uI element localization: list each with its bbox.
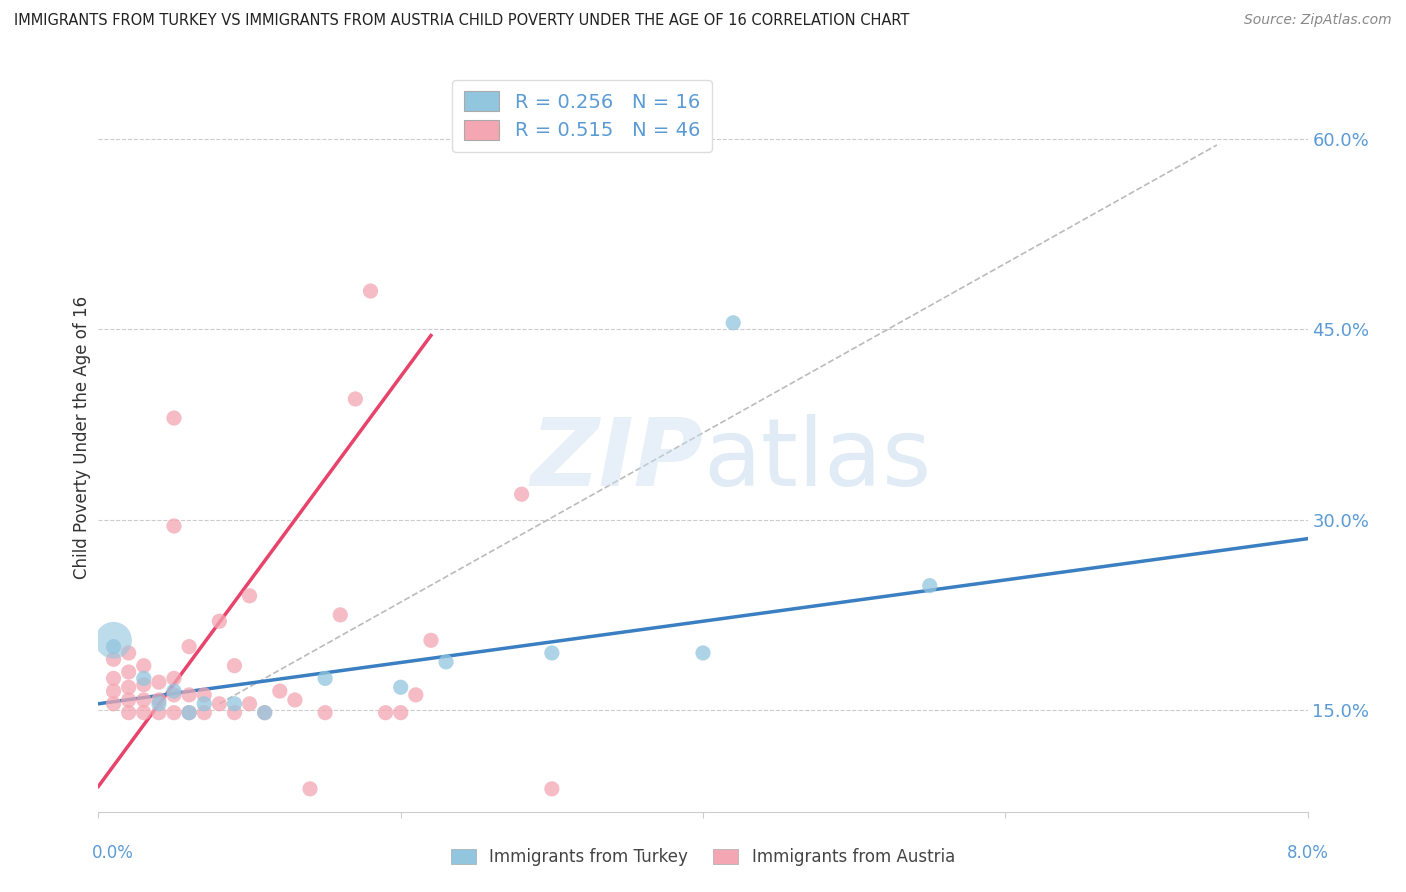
Point	[434, 655, 457, 669]
Point	[224, 706, 246, 720]
Point	[163, 688, 186, 702]
Point	[103, 672, 125, 686]
Point	[253, 706, 276, 720]
Point	[253, 706, 276, 720]
Point	[239, 589, 262, 603]
Point	[314, 672, 336, 686]
Point	[224, 697, 246, 711]
Point	[179, 688, 201, 702]
Point	[103, 640, 125, 654]
Point	[163, 672, 186, 686]
Point	[389, 680, 412, 694]
Point	[1206, 817, 1229, 831]
Point	[118, 693, 141, 707]
Point	[208, 614, 231, 628]
Point	[239, 697, 262, 711]
Point	[148, 693, 170, 707]
Point	[692, 646, 714, 660]
Point	[420, 633, 443, 648]
Point	[344, 392, 367, 406]
Legend: Immigrants from Turkey, Immigrants from Austria: Immigrants from Turkey, Immigrants from …	[444, 842, 962, 873]
Point	[540, 781, 562, 796]
Point	[132, 678, 155, 692]
Point	[118, 706, 141, 720]
Point	[163, 411, 186, 425]
Text: ZIP: ZIP	[530, 414, 703, 506]
Point	[269, 684, 291, 698]
Point	[148, 697, 170, 711]
Point	[103, 652, 125, 666]
Point	[118, 680, 141, 694]
Y-axis label: Child Poverty Under the Age of 16: Child Poverty Under the Age of 16	[73, 295, 91, 579]
Point	[179, 706, 201, 720]
Text: 8.0%: 8.0%	[1286, 844, 1329, 862]
Point	[299, 781, 322, 796]
Point	[918, 579, 941, 593]
Point	[132, 672, 155, 686]
Point	[179, 640, 201, 654]
Point	[163, 684, 186, 698]
Text: 0.0%: 0.0%	[91, 844, 134, 862]
Point	[179, 706, 201, 720]
Point	[103, 684, 125, 698]
Point	[148, 706, 170, 720]
Point	[132, 658, 155, 673]
Point	[540, 646, 562, 660]
Point	[389, 706, 412, 720]
Point	[193, 706, 215, 720]
Point	[360, 284, 382, 298]
Point	[224, 658, 246, 673]
Point	[132, 706, 155, 720]
Point	[314, 706, 336, 720]
Point	[148, 675, 170, 690]
Point	[118, 646, 141, 660]
Point	[103, 697, 125, 711]
Text: atlas: atlas	[703, 414, 931, 506]
Legend: R = 0.256   N = 16, R = 0.515   N = 46: R = 0.256 N = 16, R = 0.515 N = 46	[453, 79, 711, 152]
Point	[103, 633, 125, 648]
Point	[405, 688, 427, 702]
Point	[208, 697, 231, 711]
Point	[118, 665, 141, 679]
Point	[193, 697, 215, 711]
Text: IMMIGRANTS FROM TURKEY VS IMMIGRANTS FROM AUSTRIA CHILD POVERTY UNDER THE AGE OF: IMMIGRANTS FROM TURKEY VS IMMIGRANTS FRO…	[14, 13, 910, 29]
Point	[374, 706, 396, 720]
Point	[329, 607, 352, 622]
Point	[723, 316, 745, 330]
Point	[132, 693, 155, 707]
Point	[284, 693, 307, 707]
Text: Source: ZipAtlas.com: Source: ZipAtlas.com	[1244, 13, 1392, 28]
Point	[510, 487, 533, 501]
Point	[193, 688, 215, 702]
Point	[163, 519, 186, 533]
Point	[163, 706, 186, 720]
